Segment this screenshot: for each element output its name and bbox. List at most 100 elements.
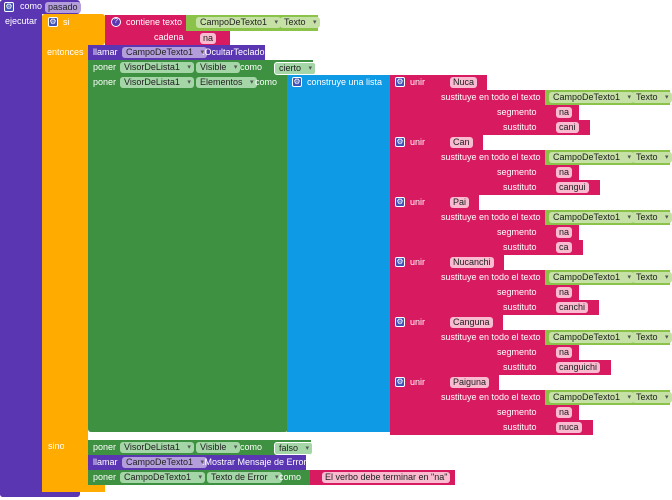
replace-all-block[interactable]: [430, 330, 546, 375]
join-label: unir: [410, 317, 426, 327]
segment-label: segmento: [497, 407, 537, 417]
piece-label: cadena: [154, 32, 184, 42]
replace-all-block[interactable]: [430, 390, 546, 435]
segment-value[interactable]: na: [556, 227, 573, 238]
segment-value[interactable]: na: [556, 167, 573, 178]
component-dropdown[interactable]: CampoDeTexto1: [122, 457, 208, 468]
property-dropdown[interactable]: Texto: [632, 332, 672, 343]
error-text-value[interactable]: El verbo debe terminar en "na": [322, 472, 451, 483]
segment-label: segmento: [497, 107, 537, 117]
procedure-block[interactable]: [0, 0, 42, 497]
to-label: como: [255, 77, 278, 87]
segment-label: segmento: [497, 347, 537, 357]
help-icon[interactable]: ?: [111, 17, 121, 27]
segment-label: segmento: [497, 227, 537, 237]
replace-all-label: sustituye en todo el texto: [441, 332, 541, 342]
if-footer: [42, 485, 105, 492]
piece-value[interactable]: na: [200, 33, 217, 44]
replace-all-label: sustituye en todo el texto: [441, 92, 541, 102]
replacement-label: sustituto: [503, 182, 537, 192]
property-dropdown[interactable]: Texto: [632, 92, 672, 103]
property-dropdown[interactable]: Texto: [280, 17, 320, 28]
method-label: .Mostrar Mensaje de Error: [202, 457, 307, 467]
property-dropdown[interactable]: Texto: [632, 152, 672, 163]
segment-value[interactable]: na: [556, 407, 573, 418]
make-list-block[interactable]: [287, 75, 391, 432]
procedure-keyword: como: [20, 1, 43, 11]
join-prefix-string[interactable]: Nuca: [450, 77, 478, 88]
boolean-dropdown[interactable]: cierto: [274, 62, 317, 75]
to-label: como: [240, 442, 263, 452]
gear-icon[interactable]: ⚙: [395, 197, 405, 207]
else-label: sino: [48, 441, 65, 451]
set-elements-block[interactable]: [88, 75, 288, 432]
property-dropdown[interactable]: Texto: [632, 392, 672, 403]
make-list-label: construye una lista: [307, 77, 383, 87]
join-prefix-string[interactable]: Can: [450, 137, 473, 148]
property-dropdown[interactable]: Texto: [632, 212, 672, 223]
gear-icon[interactable]: ⚙: [395, 317, 405, 327]
replacement-label: sustituto: [503, 122, 537, 132]
replacement-label: sustituto: [503, 242, 537, 252]
property-dropdown[interactable]: Texto de Error: [207, 472, 282, 483]
replacement-value[interactable]: ca: [556, 242, 572, 253]
replacement-label: sustituto: [503, 302, 537, 312]
method-label: .OcultarTeclado: [202, 47, 265, 57]
gear-icon[interactable]: ⚙: [395, 257, 405, 267]
replace-all-label: sustituye en todo el texto: [441, 152, 541, 162]
replacement-value[interactable]: cangui: [556, 182, 589, 193]
component-dropdown[interactable]: CampoDeTexto1: [549, 92, 635, 103]
property-dropdown[interactable]: Visible: [196, 62, 241, 73]
gear-icon[interactable]: ⚙: [395, 77, 405, 87]
set-verb: poner: [93, 472, 117, 482]
gear-icon[interactable]: ⚙: [4, 2, 14, 12]
component-dropdown[interactable]: VisorDeLista1: [120, 62, 194, 73]
gear-icon[interactable]: ⚙: [395, 137, 405, 147]
replace-all-block[interactable]: [430, 150, 546, 195]
component-dropdown[interactable]: CampoDeTexto1: [549, 272, 635, 283]
component-dropdown[interactable]: CampoDeTexto1: [122, 47, 208, 58]
join-prefix-string[interactable]: Paiguna: [450, 377, 490, 388]
replace-all-block[interactable]: [430, 210, 546, 255]
replacement-label: sustituto: [503, 422, 537, 432]
join-prefix-string[interactable]: Nucanchi: [450, 257, 494, 268]
component-dropdown[interactable]: CampoDeTexto1: [196, 17, 282, 28]
replace-all-block[interactable]: [430, 270, 546, 315]
boolean-dropdown[interactable]: falso: [274, 442, 314, 455]
segment-value[interactable]: na: [556, 107, 573, 118]
to-label: como: [279, 472, 302, 482]
segment-value[interactable]: na: [556, 347, 573, 358]
gear-icon[interactable]: ⚙: [292, 77, 302, 87]
set-verb: poner: [93, 442, 117, 452]
component-dropdown[interactable]: CampoDeTexto1: [120, 472, 206, 483]
gear-icon[interactable]: ⚙: [48, 17, 58, 27]
component-dropdown[interactable]: VisorDeLista1: [120, 77, 194, 88]
component-dropdown[interactable]: CampoDeTexto1: [549, 332, 635, 343]
replacement-value[interactable]: nuca: [556, 422, 582, 433]
component-dropdown[interactable]: CampoDeTexto1: [549, 152, 635, 163]
segment-label: segmento: [497, 167, 537, 177]
do-label: ejecutar: [5, 16, 38, 26]
gear-icon[interactable]: ⚙: [395, 377, 405, 387]
replacement-value[interactable]: cani: [556, 122, 579, 133]
property-dropdown[interactable]: Visible: [196, 442, 241, 453]
replacement-label: sustituto: [503, 362, 537, 372]
if-block[interactable]: [42, 14, 88, 492]
component-dropdown[interactable]: CampoDeTexto1: [549, 392, 635, 403]
property-dropdown[interactable]: Texto: [632, 272, 672, 283]
property-dropdown[interactable]: Elementos: [196, 77, 257, 88]
replace-all-label: sustituye en todo el texto: [441, 272, 541, 282]
component-dropdown[interactable]: CampoDeTexto1: [549, 212, 635, 223]
replacement-value[interactable]: canchi: [556, 302, 589, 313]
call-verb: llamar: [93, 47, 118, 57]
set-verb: poner: [93, 77, 117, 87]
procedure-name[interactable]: pasado: [45, 2, 81, 13]
join-label: unir: [410, 377, 426, 387]
join-prefix-string[interactable]: Pai: [450, 197, 470, 208]
replacement-value[interactable]: canguichi: [556, 362, 601, 373]
segment-value[interactable]: na: [556, 287, 573, 298]
then-label: entonces: [47, 47, 84, 57]
replace-all-block[interactable]: [430, 90, 546, 135]
join-prefix-string[interactable]: Canguna: [450, 317, 493, 328]
component-dropdown[interactable]: VisorDeLista1: [120, 442, 194, 453]
